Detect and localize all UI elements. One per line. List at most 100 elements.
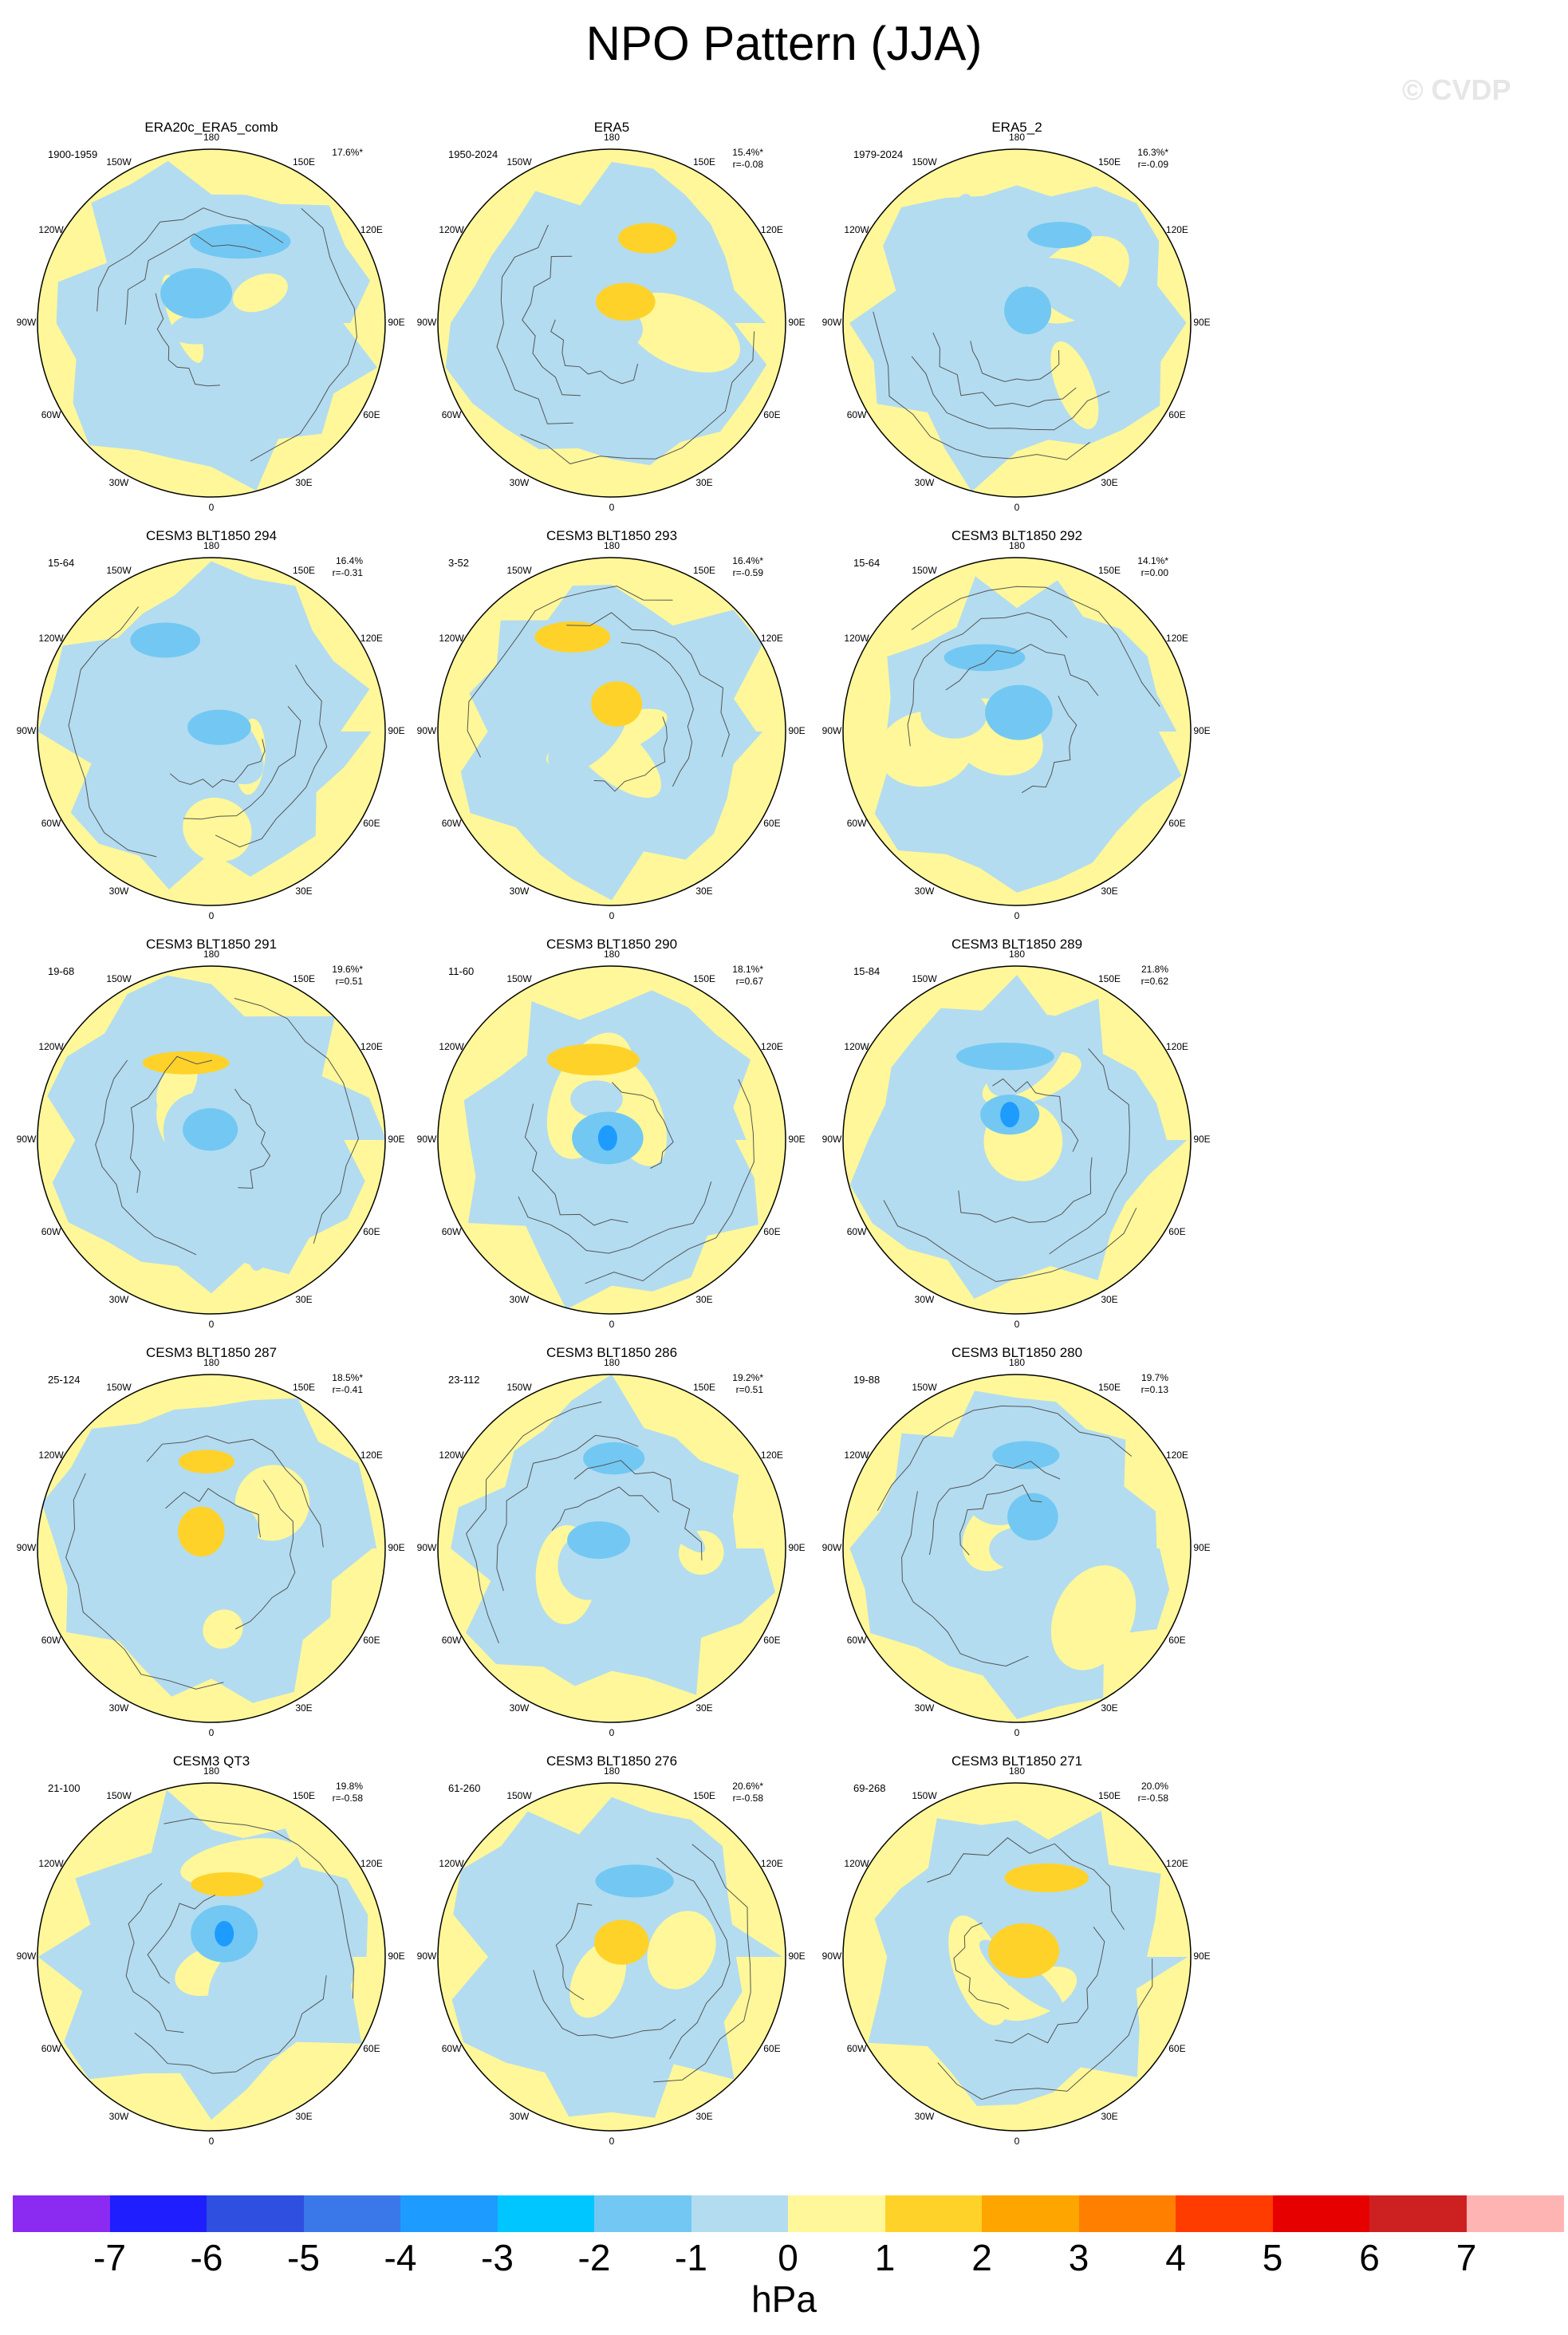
longitude-label: 90W [416, 317, 437, 328]
anomaly-core [567, 1521, 631, 1560]
coastline [124, 233, 262, 325]
pacific-anomaly-center [546, 1043, 640, 1076]
anomaly-blob [570, 1080, 623, 1118]
anomaly-core [1007, 1493, 1058, 1540]
longitude-label: 120W [844, 633, 869, 644]
anomaly-blob [247, 1184, 281, 1271]
colorbar-swatch [788, 2195, 885, 2232]
coastline [520, 331, 755, 464]
panel-period: 25-124 [48, 1374, 81, 1386]
longitude-label: 0 [208, 2136, 215, 2147]
longitude-label: 120E [760, 224, 783, 235]
longitude-label: 60W [846, 2043, 867, 2054]
anomaly-blob [180, 1838, 298, 1886]
panel-stats: 14.1%* r=0.00 [1089, 555, 1168, 579]
panel-period: 3-52 [448, 557, 470, 569]
positive-anomaly-field [37, 558, 385, 905]
longitude-label: 150E [292, 156, 316, 168]
longitude-label: 120W [439, 224, 464, 235]
longitude-label: 150E [1097, 1382, 1121, 1394]
longitude-label: 60E [363, 1635, 380, 1646]
positive-anomaly-field [438, 1783, 786, 2131]
map-panel: CESM3 BLT1850 291 19-68 19.6%* r=0.51 180 150… [16, 937, 510, 1335]
colorbar-units: hPa [751, 2278, 817, 2320]
anomaly-core [985, 684, 1053, 740]
coastline [883, 1200, 1137, 1283]
pacific-anomaly-center [191, 1872, 264, 1897]
longitude-label: 150E [1097, 973, 1121, 985]
map-boundary [437, 148, 786, 498]
longitude-label: 150W [506, 156, 532, 168]
longitude-label: 0 [1014, 1319, 1020, 1330]
colorbar-tick-label: -7 [93, 2237, 126, 2278]
longitude-label: 90W [16, 317, 37, 328]
longitude-label: 0 [1014, 910, 1020, 921]
longitude-label: 150E [692, 973, 716, 985]
longitude-label: 90E [1193, 1950, 1211, 1962]
longitude-label: 120W [38, 1450, 64, 1461]
longitude-label: 60W [41, 1226, 61, 1237]
coastline [621, 641, 694, 787]
longitude-label: 90E [388, 725, 405, 736]
longitude-label: 0 [609, 1319, 615, 1330]
longitude-label: 150W [106, 156, 132, 168]
panel-title: CESM3 BLT1850 271 [951, 1753, 1083, 1769]
longitude-label: 0 [208, 502, 215, 513]
coastline [533, 1970, 676, 2039]
colorbar-swatch [13, 2195, 110, 2232]
longitude-label: 150W [106, 1790, 132, 1802]
anomaly-blob [624, 292, 741, 373]
longitude-label: 30E [1101, 1702, 1118, 1714]
longitude-label: 120W [38, 224, 64, 235]
longitude-label: 30W [509, 2110, 530, 2122]
longitude-label: 150W [912, 565, 937, 577]
map-boundary [842, 557, 1192, 906]
longitude-label: 90E [788, 1134, 806, 1145]
longitude-label: 180 [203, 1765, 220, 1777]
longitude-label: 150E [692, 1382, 716, 1394]
panel-stats: 18.1%* r=0.67 [684, 964, 763, 988]
pacific-anomaly-center [595, 1864, 674, 1898]
map-boundary [437, 557, 786, 906]
longitude-label: 60W [441, 2043, 462, 2054]
coastline [147, 1894, 216, 1984]
polar-map [37, 1374, 386, 1723]
longitude-label: 60W [441, 1226, 462, 1237]
pacific-anomaly-center [178, 1450, 235, 1473]
coastline [911, 586, 1160, 708]
coastline [911, 356, 1110, 431]
anomaly-blob [1050, 1565, 1137, 1670]
longitude-label: 90E [388, 1950, 405, 1962]
longitude-label: 120E [760, 1041, 783, 1052]
longitude-label: 30E [295, 885, 313, 897]
coastline [165, 1488, 261, 1538]
panel-stats: 18.5%* r=-0.41 [283, 1372, 363, 1396]
longitude-label: 150W [106, 973, 132, 985]
coastline [656, 1857, 731, 2060]
coastline [958, 1157, 1093, 1223]
longitude-label: 60E [1168, 1635, 1186, 1646]
anomaly-blob [627, 1481, 706, 1553]
map-boundary [437, 1374, 786, 1723]
longitude-label: 60E [363, 2043, 380, 2054]
longitude-label: 30E [695, 1293, 713, 1305]
variance-label: 20.0% [1141, 1781, 1168, 1792]
correlation-label: r=-0.09 [1137, 159, 1168, 170]
anomaly-blob [208, 1929, 290, 2017]
longitude-label: 120W [38, 1858, 64, 1869]
panel-title: CESM3 BLT1850 294 [145, 528, 278, 543]
longitude-label: 60E [363, 818, 380, 829]
variance-label: 16.4% [335, 555, 363, 566]
longitude-label: 60W [846, 1635, 867, 1646]
coastline [593, 716, 668, 792]
longitude-label: 30E [1101, 1293, 1118, 1305]
map-boundary [842, 1782, 1192, 2132]
longitude-label: 30E [295, 476, 313, 488]
longitude-label: 90W [16, 1542, 37, 1553]
longitude-label: 180 [203, 1357, 220, 1368]
longitude-label: 150W [506, 1382, 532, 1394]
longitude-label: 90E [388, 1134, 405, 1145]
coastline [995, 1927, 1105, 2044]
longitude-label: 120W [439, 1041, 464, 1052]
colorbar-tick-label: 6 [1359, 2237, 1380, 2278]
